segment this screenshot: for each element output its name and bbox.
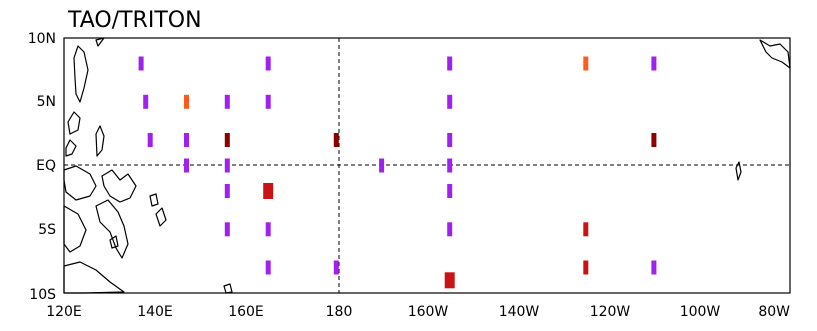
buoy-marker-purple xyxy=(224,184,230,198)
buoy-marker-purple xyxy=(184,133,189,147)
buoy-marker-red xyxy=(263,183,274,199)
lon-label-120e: 120E xyxy=(46,304,82,320)
map-title: TAO/TRITON xyxy=(67,8,202,33)
buoy-marker-purple xyxy=(447,184,453,198)
buoy-marker-purple xyxy=(447,133,453,147)
buoy-marker-purple xyxy=(265,56,271,71)
buoy-marker-purple xyxy=(333,260,339,275)
buoy-marker-dark-red xyxy=(651,133,657,147)
buoy-markers xyxy=(138,56,657,289)
buoy-marker-purple xyxy=(265,94,271,109)
buoy-marker-purple xyxy=(651,260,657,275)
lon-label-160w: 160W xyxy=(408,304,449,320)
buoy-marker-red xyxy=(444,272,455,289)
buoy-marker-purple xyxy=(447,158,453,173)
buoy-marker-purple xyxy=(651,56,657,71)
plot-area xyxy=(63,37,791,294)
lon-label-120w: 120W xyxy=(590,304,631,320)
buoy-marker-purple xyxy=(265,260,271,275)
buoy-marker-purple xyxy=(184,158,189,173)
coastline-central-america xyxy=(735,39,791,181)
buoy-marker-purple xyxy=(447,56,453,71)
coastline-western-pacific xyxy=(63,37,233,294)
lon-label-100w: 100W xyxy=(680,304,721,320)
lat-label-eq: EQ xyxy=(36,158,56,174)
lat-label-5n: 5N xyxy=(37,94,56,110)
lon-label-80w: 80W xyxy=(758,304,790,320)
buoy-marker-purple xyxy=(224,158,230,173)
buoy-marker-red xyxy=(583,222,589,237)
buoy-marker-dark-red xyxy=(224,133,230,147)
buoy-marker-orange xyxy=(184,94,189,109)
buoy-marker-purple xyxy=(447,222,453,237)
buoy-marker-red xyxy=(583,260,589,275)
lon-label-140w: 140W xyxy=(499,304,540,320)
buoy-marker-purple xyxy=(447,94,453,109)
lat-label-5s: 5S xyxy=(38,222,56,238)
buoy-marker-purple xyxy=(224,222,230,237)
buoy-marker-purple xyxy=(138,56,144,71)
lat-label-10s: 10S xyxy=(29,287,56,303)
buoy-marker-purple xyxy=(379,158,385,173)
lon-label-180: 180 xyxy=(326,304,353,320)
buoy-marker-dark-red xyxy=(333,133,339,147)
lon-label-140e: 140E xyxy=(137,304,173,320)
buoy-marker-orange xyxy=(583,56,589,71)
buoy-marker-purple xyxy=(224,94,230,109)
lon-label-160e: 160E xyxy=(228,304,264,320)
lat-label-10n: 10N xyxy=(28,31,56,47)
buoy-marker-purple xyxy=(147,133,153,147)
buoy-marker-purple xyxy=(265,222,271,237)
buoy-marker-purple xyxy=(143,94,149,109)
longitude-axis: 120E 140E 160E 180 160W 140W 120W 100W 8… xyxy=(46,304,790,320)
latitude-axis: 10N 5N EQ 5S 10S xyxy=(28,31,56,303)
